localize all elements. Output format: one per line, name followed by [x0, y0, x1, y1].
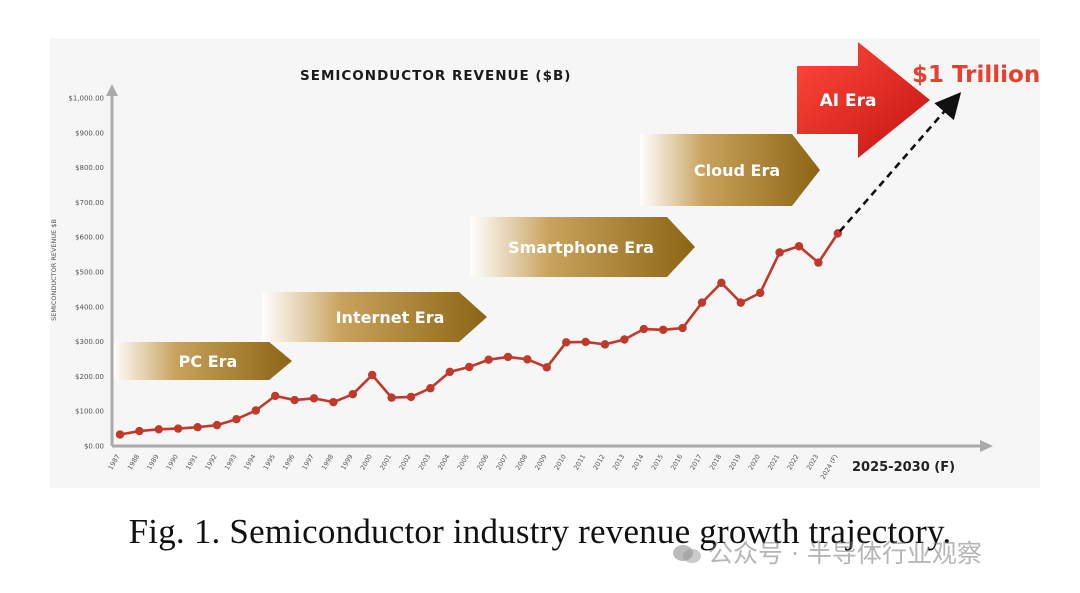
era-banner — [797, 42, 930, 158]
data-point — [659, 325, 668, 334]
data-point — [503, 352, 513, 362]
y-axis-label: SEMICONDUCTOR REVENUE $B — [50, 219, 58, 321]
data-point — [232, 415, 241, 424]
data-point — [639, 324, 648, 334]
era-banner — [262, 292, 487, 342]
y-tick-label: $0.00 — [84, 443, 104, 451]
data-point — [251, 406, 260, 415]
y-tick-label: $200.00 — [75, 373, 104, 381]
data-point — [542, 363, 551, 372]
data-point — [271, 391, 280, 401]
data-point — [756, 288, 765, 298]
data-point — [174, 424, 183, 433]
y-tick-label: $700.00 — [75, 199, 104, 207]
wechat-icon — [673, 545, 701, 563]
watermark-text: 公众号 · 半导体行业观察 — [708, 539, 982, 568]
data-point — [387, 393, 396, 402]
y-tick-label: $800.00 — [75, 164, 104, 172]
data-point — [465, 362, 474, 372]
data-point — [329, 397, 338, 407]
era-label: Cloud Era — [694, 161, 780, 180]
chart-title: SEMICONDUCTOR REVENUE ($B) — [300, 68, 571, 84]
data-point — [445, 367, 454, 377]
era-label: Smartphone Era — [508, 238, 654, 257]
data-point — [154, 425, 163, 434]
y-axis-arrowhead — [106, 84, 118, 96]
data-point — [697, 298, 707, 307]
data-point — [775, 248, 784, 257]
projection-arrow — [838, 92, 962, 233]
data-point — [290, 395, 299, 405]
data-point — [484, 355, 493, 364]
era-banner — [640, 134, 820, 206]
chart: PC Era Internet Era Smartphone Era Cloud Er… — [50, 42, 1041, 481]
era-banner — [470, 217, 695, 277]
data-point — [620, 335, 629, 344]
data-point — [717, 278, 726, 287]
data-point — [562, 338, 571, 347]
y-tick-label: $900.00 — [75, 129, 104, 137]
data-point — [678, 323, 687, 333]
figure-caption: Fig. 1. Semiconductor industry revenue g… — [128, 512, 952, 551]
data-point — [212, 420, 222, 430]
watermark: 公众号 · 半导体行业观察 — [672, 534, 982, 570]
data-point — [736, 298, 745, 307]
data-point — [794, 242, 804, 251]
y-tick-label: $400.00 — [75, 303, 104, 311]
era-banner — [112, 342, 292, 380]
data-point — [368, 370, 377, 380]
data-point — [406, 392, 416, 402]
data-point — [115, 430, 125, 439]
y-tick-label: $500.00 — [75, 269, 104, 277]
y-tick-label: $100.00 — [75, 408, 104, 416]
x-axis-arrowhead — [980, 440, 993, 452]
trillion-label: $1 Trillion — [912, 62, 1040, 88]
data-point — [523, 355, 532, 364]
y-tick-label: $300.00 — [75, 338, 104, 346]
data-point — [135, 426, 144, 436]
era-label: PC Era — [179, 352, 238, 371]
era-label: Internet Era — [336, 308, 445, 327]
data-point — [348, 389, 357, 399]
y-tick-label: $600.00 — [75, 234, 104, 242]
data-point — [814, 258, 823, 267]
data-point — [426, 384, 435, 393]
era-label: AI Era — [820, 91, 877, 111]
x-axis-tail-label: 2025-2030 (F) — [852, 460, 955, 475]
data-point — [581, 337, 590, 347]
y-tick-label: $1,000.00 — [68, 95, 104, 103]
data-point — [309, 394, 319, 403]
data-point — [600, 340, 610, 349]
data-point — [193, 423, 202, 432]
